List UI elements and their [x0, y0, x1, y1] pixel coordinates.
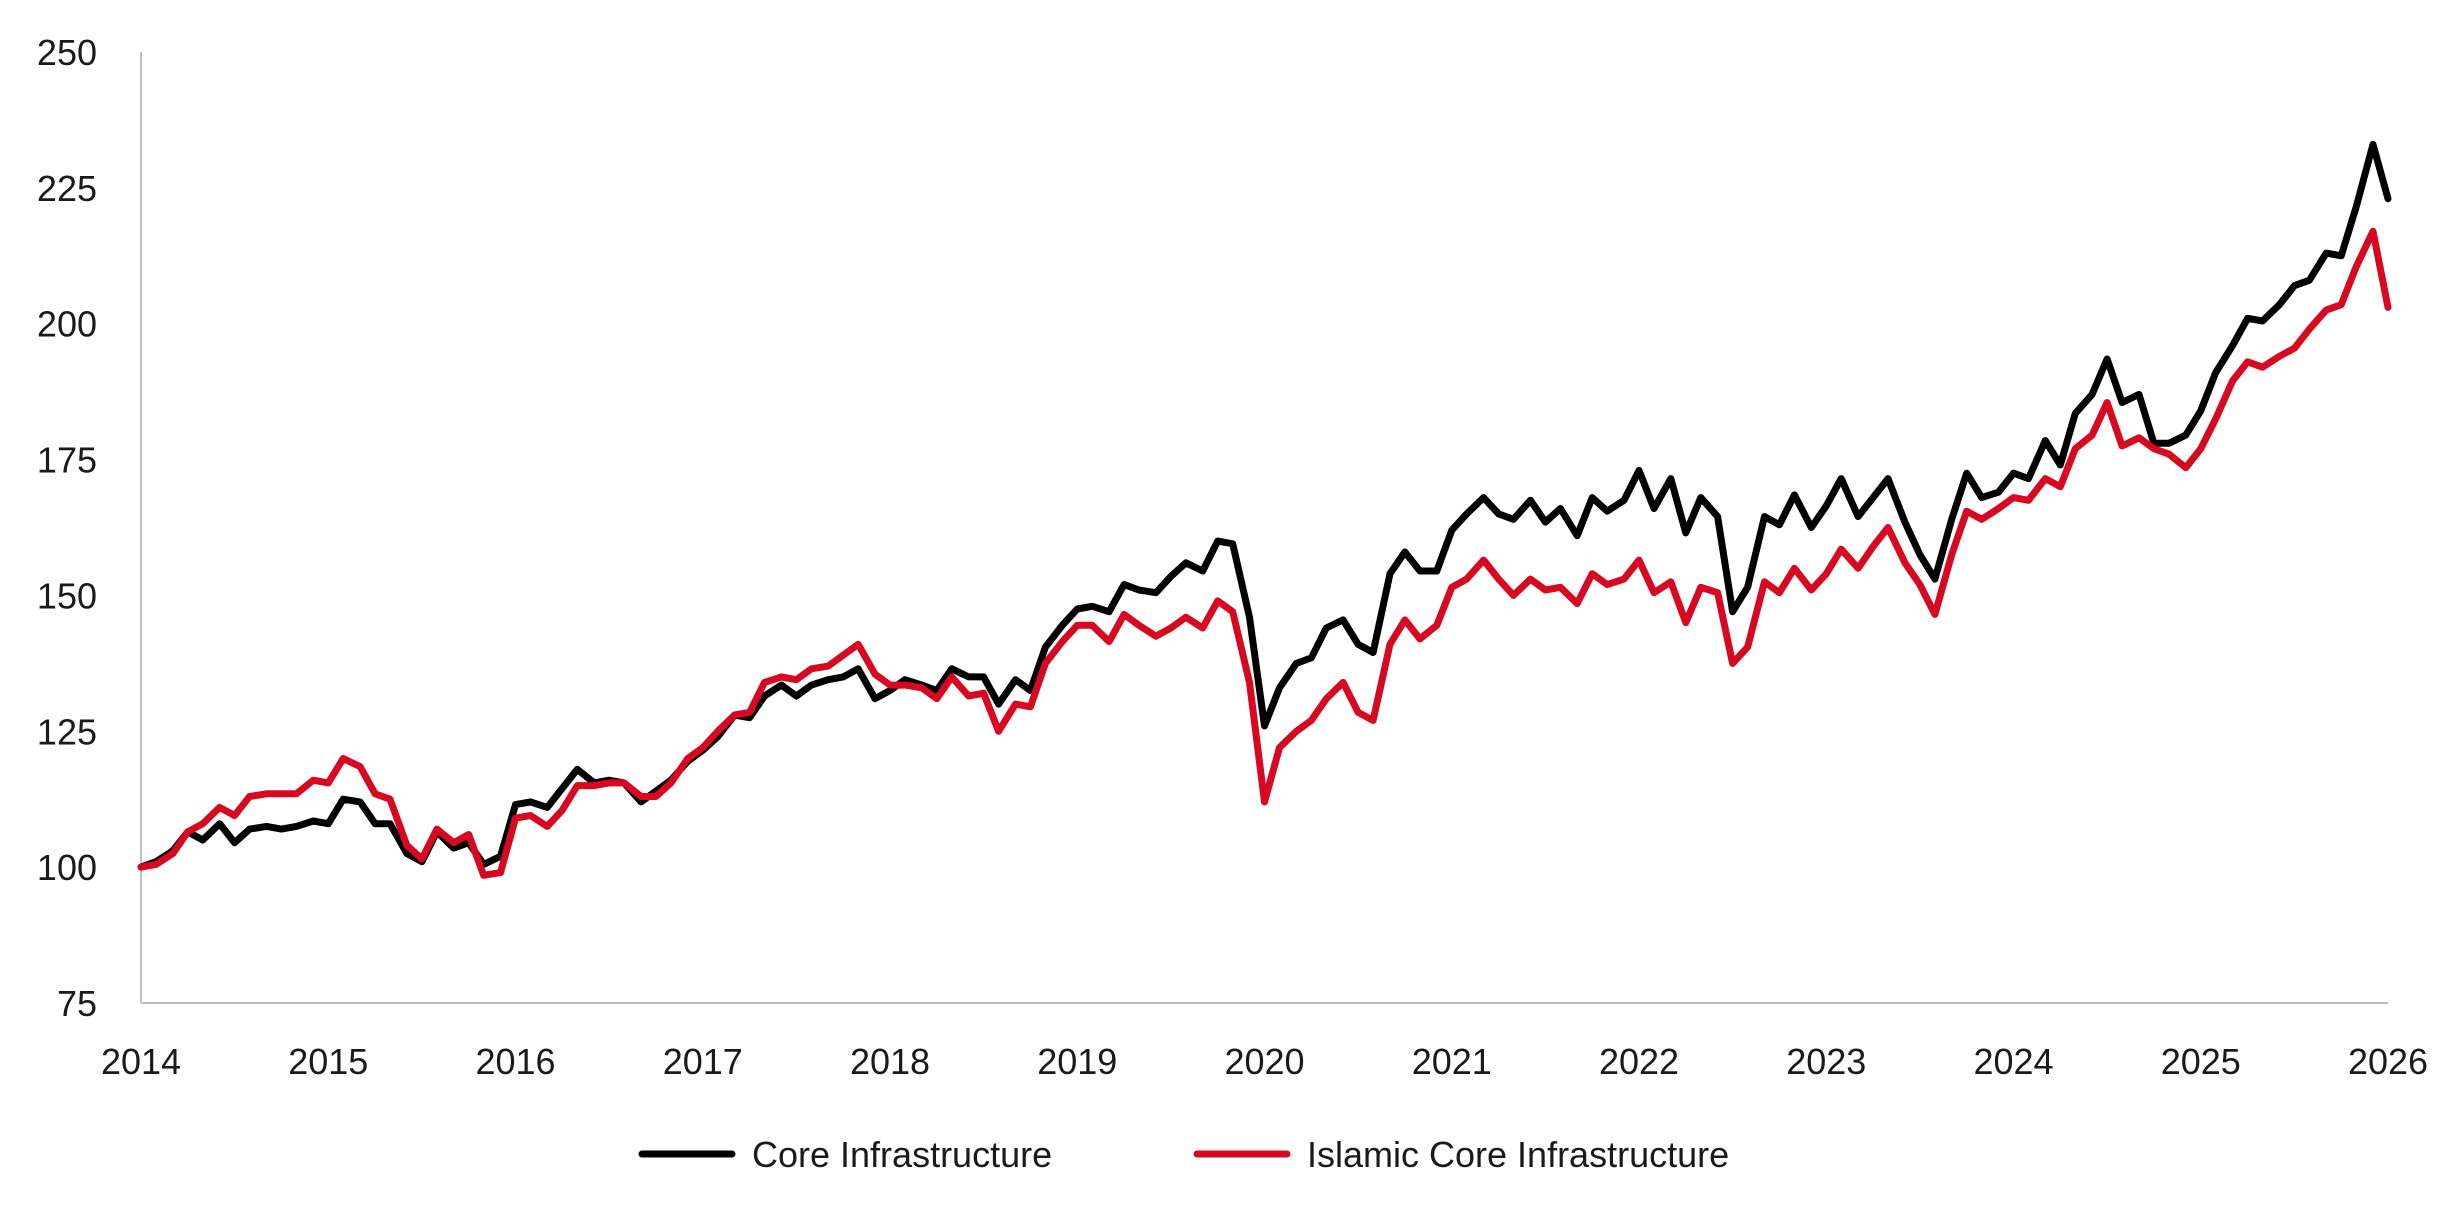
legend: Core Infrastructure Islamic Core Infrastr… — [638, 1134, 1729, 1175]
series-line-1 — [137, 227, 2392, 879]
x-tick-label: 2026 — [2348, 1041, 2428, 1082]
x-tick-label: 2021 — [1412, 1041, 1492, 1082]
x-tick-label: 2024 — [1973, 1041, 2053, 1082]
x-tick-label: 2017 — [663, 1041, 743, 1082]
y-tick-label: 100 — [37, 847, 97, 888]
y-tick-label: 225 — [37, 168, 97, 209]
x-tick-label: 2014 — [101, 1041, 181, 1082]
series-lines — [137, 140, 2392, 879]
x-tick-label: 2018 — [850, 1041, 930, 1082]
y-tick-label: 150 — [37, 575, 97, 616]
x-tick-label: 2020 — [1224, 1041, 1304, 1082]
x-axis-ticks: 2014 2015 2016 2017 2018 2019 2020 2021 2022 2023… — [101, 1041, 2428, 1082]
y-tick-label: 175 — [37, 440, 97, 481]
x-tick-label: 2019 — [1037, 1041, 1117, 1082]
y-tick-label: 200 — [37, 304, 97, 345]
y-tick-label: 250 — [37, 32, 97, 73]
series-line-0 — [137, 140, 2392, 871]
x-tick-label: 2022 — [1599, 1041, 1679, 1082]
x-tick-label: 2015 — [288, 1041, 368, 1082]
y-axis-ticks: 75 100 125 150 175 200 225 250 — [37, 32, 97, 1024]
x-tick-label: 2016 — [475, 1041, 555, 1082]
y-tick-label: 75 — [57, 983, 97, 1024]
legend-label: Islamic Core Infrastructure — [1307, 1134, 1729, 1175]
x-tick-label: 2023 — [1786, 1041, 1866, 1082]
legend-label: Core Infrastructure — [752, 1134, 1052, 1175]
y-tick-label: 125 — [37, 711, 97, 752]
x-tick-label: 2025 — [2161, 1041, 2241, 1082]
